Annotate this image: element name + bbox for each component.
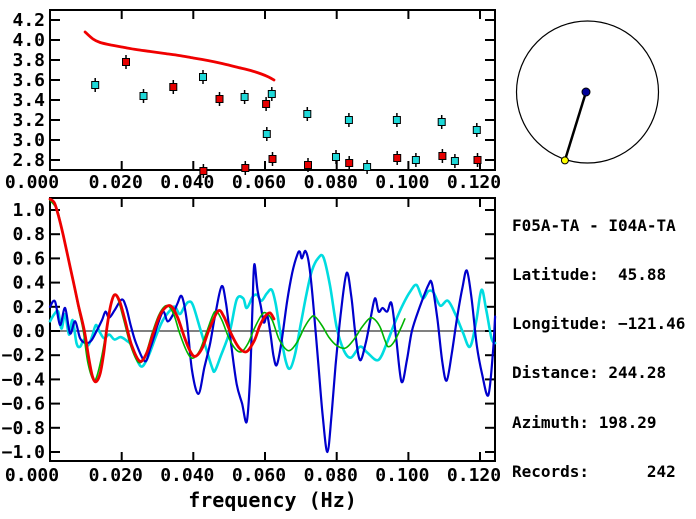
y-tick-label: 3.0 [12,130,45,151]
x-tick-label: 0.020 [89,465,143,486]
x-tick-label: 0.100 [375,172,429,193]
longitude-line: Longitude: −121.46 [512,314,686,334]
red-velocity-measurements-series [122,55,482,178]
x-tick-label: 0.060 [232,172,286,193]
y-tick-label: 3.8 [12,50,45,71]
blue-cross-spectrum [48,249,497,454]
y-tick-label: 4.2 [12,10,45,31]
cyan-velocity-measurements-marker [411,156,420,164]
azimuth-circle [515,20,660,164]
red-velocity-measurements-marker [241,164,250,172]
green-model-spectrum-series [49,199,406,382]
red-velocity-measurements-marker [304,161,312,169]
cyan-velocity-measurements-marker [472,126,481,134]
model-dispersion-curve-series [83,30,276,82]
y-tick-label: −0.6 [2,394,45,415]
cyan-cross-spectrum-series [48,253,497,374]
cyan-velocity-measurements-marker [363,163,372,171]
remote-station-dot [560,156,569,165]
red-velocity-measurements-marker [393,154,402,162]
y-tick-label: −0.4 [2,369,46,390]
latitude-line: Latitude: 45.88 [512,265,667,285]
station-info-panel: F05A-TA - I04A-TA Latitude: 45.88 Longit… [512,185,685,513]
station-pair-line [563,91,588,161]
y-tick-label: 2.8 [12,150,45,171]
x-tick-label: 0.000 [5,465,59,486]
cyan-velocity-measurements-series [91,70,481,174]
cyan-velocity-measurements-marker [437,118,446,126]
spectra-frame [49,197,496,462]
cyan-velocity-measurements-marker [262,130,271,138]
x-tick-label: 0.060 [232,465,286,486]
red-velocity-measurements-marker [345,159,354,167]
cyan-velocity-measurements-marker [303,110,312,118]
spectra-plot: 0.000 0.020 0.040 0.060 0.080 0.100 0.120 −1.0 −… [2,197,501,486]
y-tick-label: −0.8 [2,418,45,439]
x-tick-label: 0.080 [304,465,358,486]
y-tick-label: 3.4 [12,90,45,111]
cyan-velocity-measurements-marker [344,116,353,124]
green-model-spectrum [49,199,406,382]
red-velocity-measurements-marker [473,156,482,164]
distance-line: Distance: 244.28 [512,363,667,383]
y-tick-label: 1.0 [12,200,45,221]
red-model-spectrum [48,197,276,384]
x-tick-label: 0.020 [89,172,143,193]
azimuth-line: Azimuth: 198.29 [512,412,657,432]
red-velocity-measurements-marker [268,155,277,163]
red-velocity-measurements-marker [438,152,447,160]
cyan-cross-spectrum [48,253,497,374]
y-tick-label: 3.6 [12,70,45,91]
station-pair-title: F05A-TA - I04A-TA [512,215,676,235]
red-model-spectrum-series [48,197,276,384]
y-tick-label: 4.0 [12,30,45,51]
dispersion-frame [49,9,496,171]
y-tick-label: 0.2 [12,297,45,318]
azimuth-panel [515,20,660,165]
cyan-velocity-measurements-marker [240,93,249,101]
records-line: Records: 242 [512,461,676,481]
blue-cross-spectrum-series [48,249,497,454]
x-tick-label: 0.100 [375,465,429,486]
cyan-velocity-measurements-marker [199,73,207,81]
y-tick-label: 0.6 [12,248,45,269]
dispersion-plot: 0.000 0.020 0.040 0.060 0.080 0.100 0.1202.83.… [5,9,501,193]
cyan-velocity-measurements-marker [450,157,459,165]
y-tick-label: 0.8 [12,224,45,245]
cyan-velocity-measurements-marker [332,153,340,161]
cyan-velocity-measurements-marker [392,116,401,124]
x-tick-label: 0.080 [304,172,358,193]
red-velocity-measurements-marker [262,100,271,108]
cyan-velocity-measurements-marker [139,92,148,100]
red-velocity-measurements-marker [169,83,178,91]
y-tick-label: 0.0 [12,321,45,342]
frequency-axis-label: frequency (Hz) [188,488,357,512]
x-tick-label: 0.000 [5,172,59,193]
x-tick-label: 0.120 [447,465,501,486]
reference-station-dot [581,87,591,97]
y-tick-label: 0.4 [12,273,45,294]
red-velocity-measurements-marker [122,58,130,66]
x-tick-label: 0.120 [447,172,501,193]
y-tick-label: 3.2 [12,110,45,131]
y-tick-label: −1.0 [2,442,45,463]
x-tick-label: 0.040 [160,465,214,486]
model-dispersion-curve [83,30,276,82]
red-velocity-measurements-marker [215,95,224,103]
cyan-velocity-measurements-marker [91,81,100,89]
red-velocity-measurements-marker [199,167,208,175]
y-tick-label: −0.2 [2,345,45,366]
cyan-velocity-measurements-marker [267,90,276,98]
x-tick-label: 0.040 [160,172,214,193]
